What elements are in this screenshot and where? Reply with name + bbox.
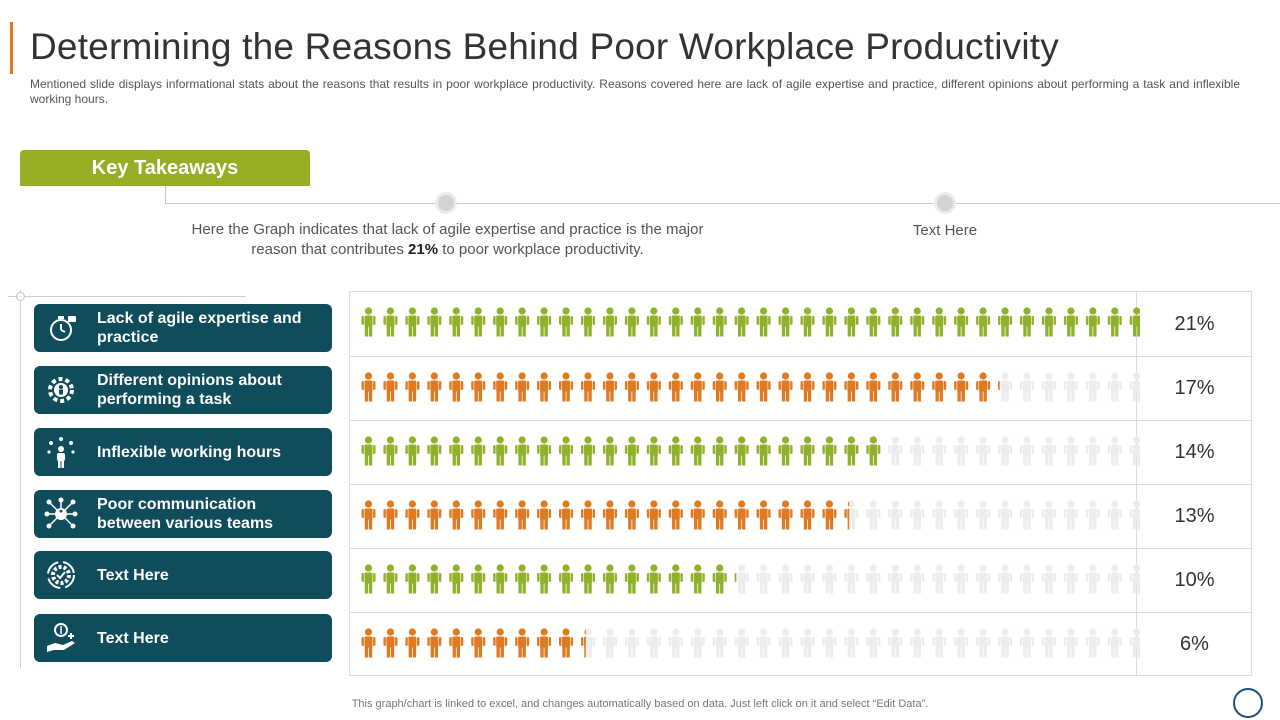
reason-label: Text Here <box>34 551 332 599</box>
chart-row: 6% <box>350 612 1251 675</box>
reason-label-text: Different opinions about performing a ta… <box>97 372 282 408</box>
timeline-connector <box>165 186 166 204</box>
chart-value-label: 10% <box>1174 569 1215 591</box>
key-takeaways-tab: Key Takeaways <box>20 150 310 186</box>
timeline-dot <box>934 192 956 214</box>
chart-row-pictogram <box>350 613 1140 675</box>
chart-row: 17% <box>350 356 1251 420</box>
pictogram-svg <box>361 500 1140 530</box>
pictogram-chart: 21% 17% 14% 13% 10% 6% <box>349 291 1252 676</box>
takeaway-text-1-highlight: 21% <box>408 241 439 258</box>
reason-label-text: Poor communication between various teams <box>97 496 274 532</box>
reason-label: Different opinions about performing a ta… <box>34 366 332 414</box>
chart-row-pictogram <box>350 549 1140 612</box>
chart-value-label: 17% <box>1174 377 1215 399</box>
stopwatch-icon <box>34 304 88 352</box>
footer-note: This graph/chart is linked to excel, and… <box>351 698 929 710</box>
timeline-line <box>165 203 1280 204</box>
cycle-gear-icon <box>34 551 88 599</box>
takeaway-text-2: Text Here <box>912 222 978 239</box>
pictogram-bar <box>361 500 850 530</box>
gear-person-icon <box>34 366 88 414</box>
reason-label: Inflexible working hours <box>34 428 332 476</box>
reason-label-text: Text Here <box>97 566 169 584</box>
chart-row: 14% <box>350 420 1251 484</box>
pictogram-svg <box>361 436 1140 466</box>
person-ideas-icon <box>34 428 88 476</box>
left-guide-line <box>8 296 246 297</box>
pictogram-svg <box>361 372 1140 402</box>
reason-label-text: Lack of agile expertise and practice <box>97 310 302 346</box>
left-guide-line <box>20 290 21 668</box>
reason-label: Poor communication between various teams <box>34 490 332 538</box>
chart-row-pictogram <box>350 485 1140 548</box>
reason-label-text: Text Here <box>97 629 169 647</box>
pictogram-bar <box>361 628 586 658</box>
hand-money-icon <box>34 614 88 662</box>
page-title: Determining the Reasons Behind Poor Work… <box>30 26 1059 67</box>
pictogram-svg <box>361 628 1140 658</box>
reason-label: Text Here <box>34 614 332 662</box>
pictogram-svg <box>361 307 1140 337</box>
pictogram-bar <box>361 372 1000 402</box>
pictogram-bar <box>361 436 881 466</box>
chart-row: 13% <box>350 484 1251 548</box>
takeaway-text-1-post: to poor workplace productivity. <box>438 241 644 258</box>
left-guide-marker <box>16 292 25 301</box>
reason-label: Lack of agile expertise and practice <box>34 304 332 352</box>
title-accent-bar <box>10 22 13 74</box>
pictogram-svg <box>361 564 1140 594</box>
pictogram-bar <box>361 564 737 594</box>
timeline-dot <box>435 192 457 214</box>
chart-row: 10% <box>350 548 1251 612</box>
chart-value-label: 21% <box>1174 312 1215 335</box>
network-person-icon <box>34 490 88 538</box>
chart-value-label: 14% <box>1174 441 1215 463</box>
chart-row: 21% <box>350 292 1251 356</box>
chart-value-label: 6% <box>1180 632 1209 655</box>
chart-row-pictogram <box>350 292 1140 356</box>
takeaway-text-1-pre: Here the Graph indicates that lack of ag… <box>191 221 704 258</box>
reason-label-text: Inflexible working hours <box>97 443 282 461</box>
takeaway-text-1: Here the Graph indicates that lack of ag… <box>190 220 705 260</box>
chart-row-pictogram <box>350 421 1140 484</box>
pictogram-bar <box>361 307 1140 337</box>
chart-value-label: 13% <box>1174 505 1215 527</box>
page-subtitle: Mentioned slide displays informational s… <box>30 77 1240 106</box>
navigation-circle-icon[interactable] <box>1233 688 1263 718</box>
chart-row-pictogram <box>350 357 1140 420</box>
